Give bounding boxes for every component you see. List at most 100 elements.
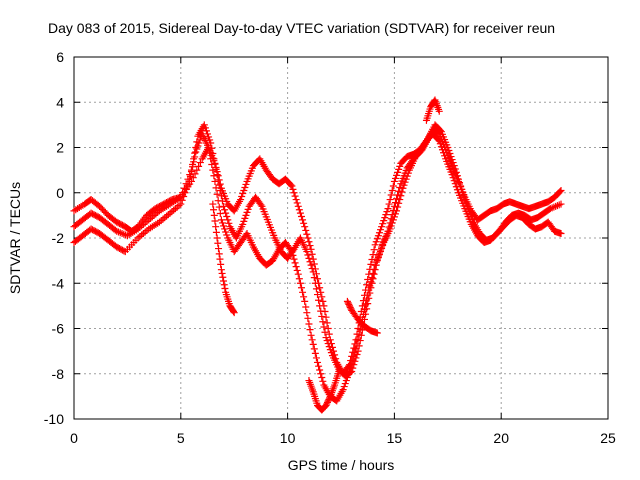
data-point [220,202,228,210]
data-point [224,216,232,224]
data-point [196,136,204,144]
data-point [369,251,377,259]
data-point [305,320,313,328]
data-point [240,186,248,194]
data-point [306,258,314,266]
data-point [371,261,379,269]
data-point [343,374,351,382]
data-point [388,186,396,194]
data-point [359,297,367,305]
data-point [453,186,461,194]
data-point [362,301,370,309]
data-point [242,211,250,219]
data-point [229,308,237,316]
data-point [222,228,230,236]
data-point [295,206,303,214]
data-point [557,186,565,194]
data-point [239,220,247,228]
y-tick-label: -4 [52,275,65,291]
data-point [212,184,220,192]
data-point [241,183,249,191]
data-point [339,386,347,394]
ticks [73,56,609,420]
x-tick-label: 10 [280,430,296,446]
data-point [373,235,381,243]
data-point [241,214,249,222]
data-point [398,188,406,196]
y-tick-label: -2 [52,230,65,246]
data-point [436,140,444,148]
data-point [210,172,218,180]
data-point [461,196,469,204]
data-point [396,183,404,191]
data-point [216,186,224,194]
data-point [368,274,376,282]
data-point [215,250,223,258]
data-point [391,199,399,207]
data-point [390,177,398,185]
data-point [345,300,353,308]
data-point [297,284,305,292]
data-point [320,323,328,331]
data-point [304,234,312,242]
data-point [316,302,324,310]
data-point [205,144,213,151]
data-point [393,171,401,179]
data-point [220,277,228,285]
data-point [384,227,392,235]
data-point [215,245,223,253]
data-point [303,309,311,317]
data-point [373,329,381,337]
data-point [206,136,214,144]
data-point [454,175,462,183]
data-point [444,144,452,151]
data-point [323,337,331,345]
data-point [187,168,195,176]
data-point [291,192,299,200]
data-point [317,370,325,378]
data-point [295,275,303,283]
y-tick-label: 0 [56,185,64,201]
data-point [211,177,219,185]
data-point [217,260,225,268]
data-point [213,234,221,242]
data-point [213,190,221,198]
data-point [437,143,445,151]
data-point [394,203,402,211]
data-point [389,206,397,214]
data-point [300,219,308,227]
data-point [306,326,314,334]
data-point [377,246,385,254]
series-track-b [70,121,565,380]
data-point [217,216,225,224]
data-point [293,199,301,207]
data-point [182,185,190,193]
data-point [395,199,403,207]
data-point [379,220,387,228]
chart-title: Day 083 of 2015, Sidereal Day-to-day VTE… [48,20,555,36]
data-point [322,401,330,409]
data-point [326,336,334,344]
data-point [324,397,332,405]
data-point [323,398,331,406]
data-point [184,181,192,189]
data-point [358,302,366,310]
series-track-g [422,96,443,124]
data-point [209,200,217,208]
data-point [324,325,332,332]
data-point [374,232,382,240]
data-point [349,356,357,364]
data-point [221,206,229,214]
data-point [212,165,220,173]
data-point [386,196,394,204]
data-point [347,364,355,372]
data-point [210,211,218,219]
data-point [201,124,209,132]
data-point [335,367,343,375]
data-point [212,223,220,231]
data-point [440,149,448,157]
data-point [319,318,327,326]
data-point [191,153,199,161]
data-point [450,162,458,170]
data-point [237,196,245,204]
